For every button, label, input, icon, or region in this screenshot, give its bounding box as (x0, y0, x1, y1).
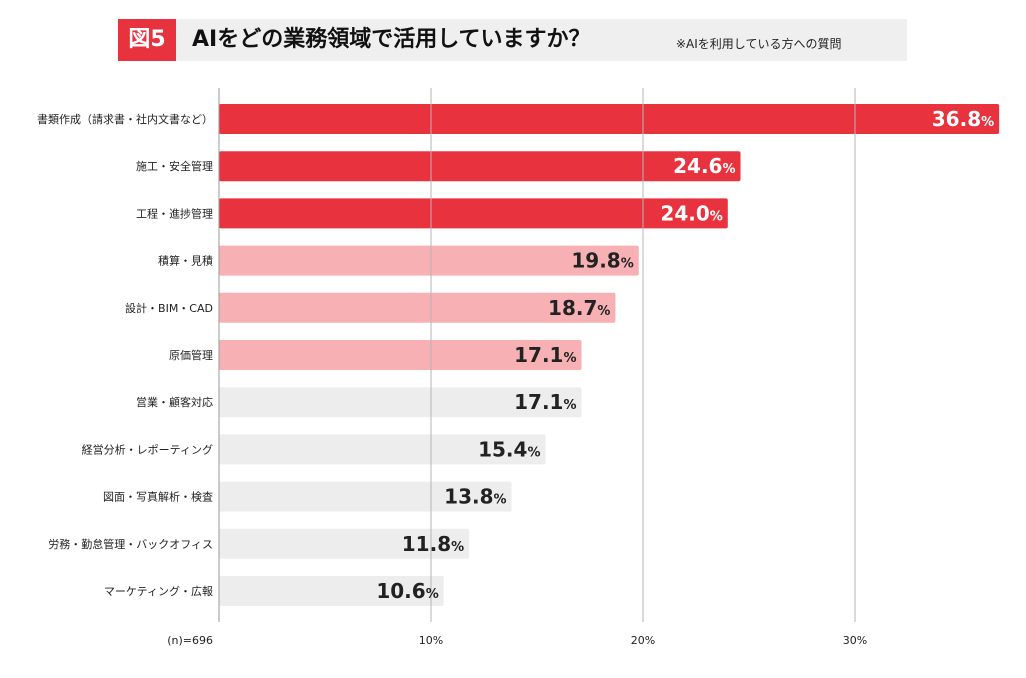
value-label: 15.4% (478, 437, 540, 461)
value-number: 10.6 (376, 579, 425, 603)
category-label: 積算・見積 (158, 254, 213, 268)
x-tick-label: 20% (631, 634, 655, 647)
figure-badge: 図5 (118, 19, 176, 61)
value-percent-sign: % (451, 540, 464, 555)
category-label: 経営分析・レポーティング (82, 442, 213, 456)
chart-title: AIをどの業務領域で活用していますか？ (192, 27, 591, 52)
bar (219, 198, 728, 229)
value-percent-sign: % (527, 445, 540, 460)
category-label: 書類作成（請求書・社内文書など） (37, 112, 213, 126)
bar (219, 576, 444, 606)
category-label: 労務・勤怠管理・バックオフィス (48, 537, 213, 551)
category-label: 施工・安全管理 (136, 159, 213, 173)
bar (219, 387, 582, 418)
value-number: 36.8 (932, 107, 981, 131)
value-percent-sign: % (426, 587, 439, 602)
category-label: 図面・写真解析・検査 (103, 490, 213, 504)
value-label: 10.6% (376, 579, 438, 603)
value-number: 17.1 (514, 343, 563, 367)
chart-note: ※AIを利用している方への質問 (676, 37, 842, 51)
value-number: 11.8 (402, 532, 451, 556)
value-percent-sign: % (563, 398, 576, 413)
value-label: 24.0% (660, 201, 722, 225)
value-number: 18.7 (548, 296, 597, 320)
value-percent-sign: % (563, 351, 576, 366)
bar (219, 528, 470, 559)
bar (219, 340, 582, 370)
value-label: 13.8% (444, 485, 506, 509)
value-number: 19.8 (571, 249, 620, 273)
category-label: 営業・顧客対応 (136, 395, 213, 409)
value-percent-sign: % (621, 257, 634, 272)
value-label: 11.8% (402, 532, 464, 556)
value-number: 24.6 (673, 154, 722, 178)
bar (219, 292, 616, 323)
bar (219, 481, 512, 512)
category-label: 設計・BIM・CAD (125, 301, 213, 315)
value-number: 15.4 (478, 437, 527, 461)
bar (219, 104, 1000, 134)
value-label: 17.1% (514, 343, 576, 367)
x-tick-label: 10% (419, 634, 443, 647)
value-number: 13.8 (444, 485, 493, 509)
value-label: 18.7% (548, 296, 610, 320)
bar (219, 434, 546, 465)
value-label: 24.6% (673, 154, 735, 178)
value-label: 17.1% (514, 390, 576, 414)
value-percent-sign: % (981, 115, 994, 130)
x-tick-label: 30% (843, 634, 867, 647)
category-label: 工程・進捗管理 (136, 206, 213, 220)
value-label: 19.8% (571, 249, 633, 273)
value-percent-sign: % (597, 304, 610, 319)
value-label: 36.8% (932, 107, 994, 131)
value-number: 24.0 (660, 201, 709, 225)
category-label: 原価管理 (169, 348, 213, 362)
value-number: 17.1 (514, 390, 563, 414)
category-label: マーケティング・広報 (104, 584, 213, 598)
value-percent-sign: % (722, 162, 735, 177)
sample-size-label: (n)=696 (167, 634, 213, 647)
value-percent-sign: % (494, 493, 507, 508)
title-bar: 図5 AIをどの業務領域で活用していますか？ ※AIを利用している方への質問 (118, 19, 907, 61)
bar (219, 151, 741, 182)
value-percent-sign: % (710, 209, 723, 224)
bar (219, 245, 639, 276)
